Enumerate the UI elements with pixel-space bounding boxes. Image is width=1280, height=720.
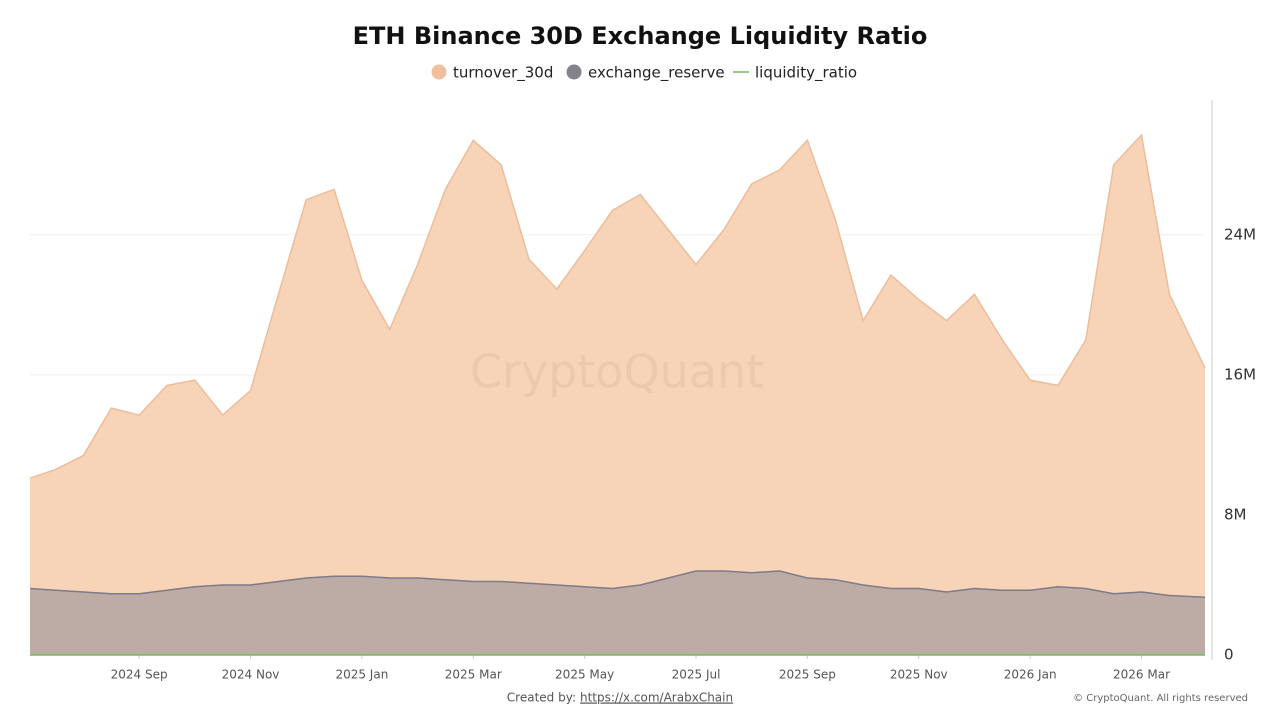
x-tick-label: 2025 Nov	[890, 668, 948, 682]
legend-label[interactable]: liquidity_ratio	[755, 64, 857, 83]
credit-link[interactable]: https://x.com/ArabxChain	[580, 691, 733, 705]
x-tick-label: 2025 Jan	[335, 668, 388, 682]
x-tick-label: 2025 Mar	[445, 668, 502, 682]
x-tick-label: 2025 May	[555, 668, 614, 682]
y-tick-label: 24M	[1224, 225, 1256, 243]
line-exchange_reserve	[29, 570, 1206, 598]
legend-label[interactable]: exchange_reserve	[588, 64, 725, 83]
x-tick-label: 2025 Jul	[672, 668, 721, 682]
y-tick-label: 0	[1224, 646, 1234, 664]
x-tick-label: 2026 Mar	[1113, 668, 1170, 682]
credit-label: Created by:	[507, 691, 576, 705]
y-tick-label: 8M	[1224, 505, 1247, 523]
area-exchange_reserve	[30, 571, 1205, 655]
watermark: CryptoQuant	[470, 345, 764, 399]
line-turnover_30d	[29, 133, 1206, 479]
x-tick-label: 2024 Nov	[222, 668, 280, 682]
copyright: © CryptoQuant. All rights reserved	[1073, 693, 1248, 704]
chart-title: ETH Binance 30D Exchange Liquidity Ratio	[353, 22, 928, 50]
x-tick-label: 2026 Jan	[1004, 668, 1057, 682]
area-turnover_30d	[30, 135, 1205, 655]
legend-marker	[566, 64, 582, 80]
x-tick-label: 2024 Sep	[111, 668, 168, 682]
legend-marker	[431, 64, 447, 80]
x-tick-label: 2025 Sep	[779, 668, 836, 682]
legend-label[interactable]: turnover_30d	[453, 64, 553, 83]
y-tick-label: 16M	[1224, 365, 1256, 383]
